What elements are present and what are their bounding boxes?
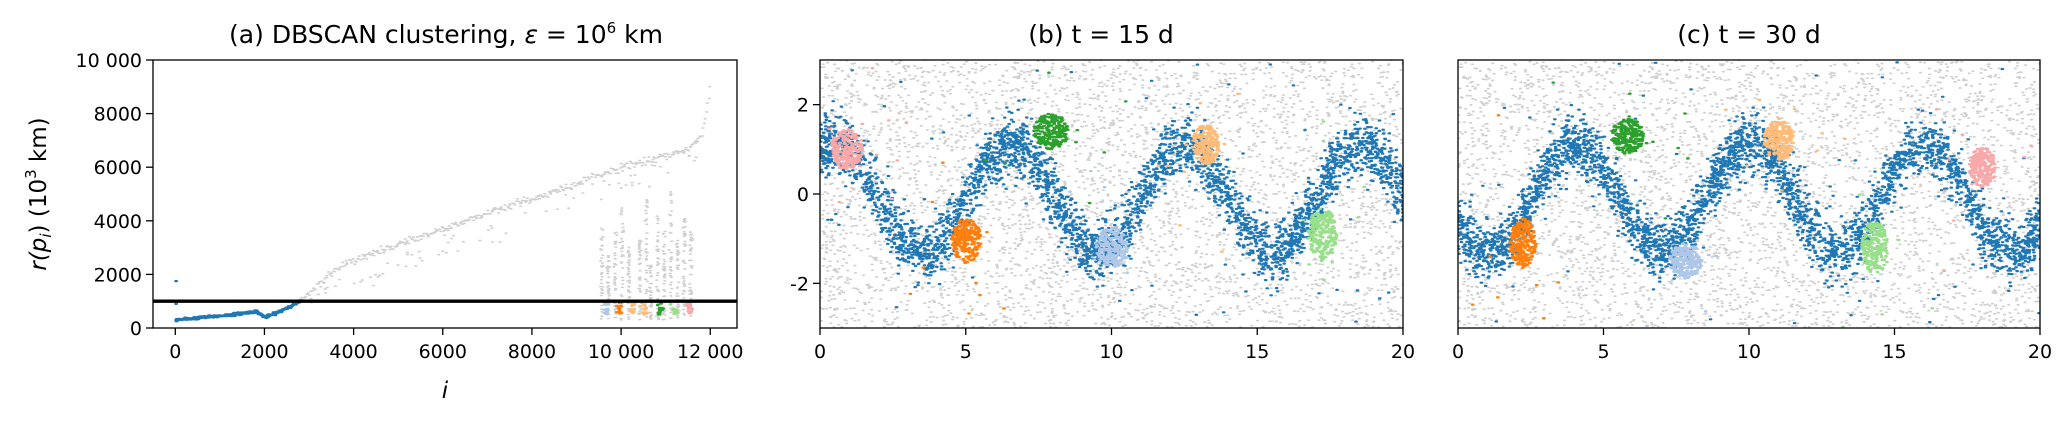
panel-c-x-ticks: 0 5 10 15 20	[1452, 328, 2052, 363]
cluster-points	[668, 303, 680, 315]
panel-a: (a) DBSCAN clustering, ε = 106 km 0 2000 4…	[22, 19, 743, 404]
x-tick-label: 15	[1882, 341, 1906, 363]
panel-a-y-ticks: 0 2000 4000 6000 8000 10 000	[76, 50, 153, 340]
y-tick-label: 2	[797, 95, 809, 117]
y-tick-label: 0	[130, 318, 142, 340]
panel-b-title: (b) t = 15 d	[1028, 20, 1174, 49]
panel-b-x-ticks: 0 5 10 15 20	[814, 328, 1415, 363]
cluster-points	[685, 301, 695, 315]
panel-b: (b) t = 15 d 0 5 10 15 20 20-2	[790, 20, 1415, 363]
panel-a-ylabel: r(pi) (103 km)	[22, 117, 55, 270]
panel-c: (c) t = 30 d 0 5 10 15 20	[1452, 20, 2052, 363]
eddy-cluster	[1156, 92, 1240, 253]
scatter-points	[1458, 60, 2040, 328]
x-tick-label: 0	[1452, 341, 1464, 363]
panel-a-xlabel: i	[442, 378, 449, 404]
cluster-points	[628, 302, 637, 315]
eddy-cluster	[1618, 197, 1719, 327]
panel-b-y-ticks: 2 0 -2	[790, 95, 820, 295]
x-tick-label: 12 000	[677, 341, 743, 363]
panel-a-title: (a) DBSCAN clustering, ε = 106 km	[229, 19, 663, 49]
panel-b-plot-area	[820, 60, 1403, 328]
x-tick-label: 0	[169, 341, 181, 363]
panel-c-title: (c) t = 30 d	[1677, 20, 1820, 49]
noise-points	[299, 85, 712, 321]
eddy-cluster	[1723, 98, 1847, 192]
cluster-points	[602, 301, 611, 316]
y-tick-label: 10 000	[76, 50, 142, 72]
y-tick-label: 0	[797, 184, 809, 206]
x-tick-label: 0	[814, 341, 826, 363]
x-tick-label: 4000	[329, 341, 377, 363]
x-tick-label: 2000	[240, 341, 288, 363]
y-tick-label: 4000	[94, 211, 142, 233]
eddy-cluster	[1470, 114, 1561, 320]
x-tick-label: 5	[1597, 341, 1609, 363]
scatter-points	[820, 60, 1403, 328]
eddy-cluster	[1551, 81, 1690, 220]
x-tick-label: 5	[960, 341, 972, 363]
x-tick-label: 15	[1245, 341, 1269, 363]
eddy-cluster	[1934, 108, 2033, 273]
y-tick-label: -2	[790, 273, 809, 295]
eddy-cluster	[1840, 193, 1935, 328]
cluster-points	[614, 301, 624, 315]
x-tick-label: 10 000	[588, 341, 654, 363]
jet-points	[820, 63, 1403, 323]
cluster-points	[638, 301, 650, 316]
panel-a-x-ticks: 0 2000 4000 6000 8000 10 000 12 000	[169, 328, 743, 363]
eddy-cluster	[908, 161, 1006, 315]
panel-c-plot-area	[1458, 60, 2040, 328]
x-tick-label: 10	[1737, 341, 1761, 363]
eddy-cluster	[827, 66, 909, 204]
x-tick-label: 6000	[419, 341, 467, 363]
panel-a-plot-area	[153, 85, 737, 323]
eddy-cluster	[1301, 120, 1367, 282]
x-tick-label: 20	[2028, 341, 2052, 363]
panel-a-frame	[152, 59, 738, 329]
y-tick-label: 6000	[94, 157, 142, 179]
y-tick-label: 8000	[94, 104, 142, 126]
eddy-cluster	[983, 71, 1128, 205]
x-tick-label: 10	[1099, 341, 1123, 363]
x-tick-label: 20	[1391, 341, 1415, 363]
eddy-cluster	[1066, 169, 1153, 308]
y-tick-label: 2000	[94, 264, 142, 286]
core-points	[174, 280, 303, 323]
x-tick-label: 8000	[508, 341, 556, 363]
